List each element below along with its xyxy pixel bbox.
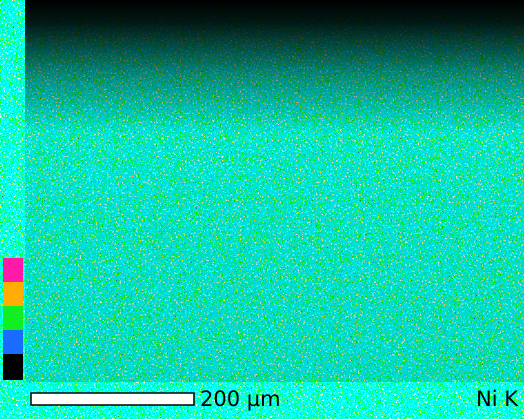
element-label: Ni K [476, 387, 519, 411]
element-map-view: 200 µm Ni K [0, 0, 524, 419]
scale-bar [31, 393, 194, 405]
swatch [3, 354, 23, 380]
swatch [3, 330, 23, 354]
swatch [3, 258, 23, 282]
swatch [3, 282, 23, 306]
element-map [25, 0, 524, 382]
swatch [3, 306, 23, 330]
map-shading [25, 0, 524, 382]
intensity-swatches [3, 258, 23, 380]
scale-bar-label: 200 µm [200, 387, 281, 411]
page: 200 µm Ni K (() => { const data = JSON.p… [0, 0, 524, 419]
